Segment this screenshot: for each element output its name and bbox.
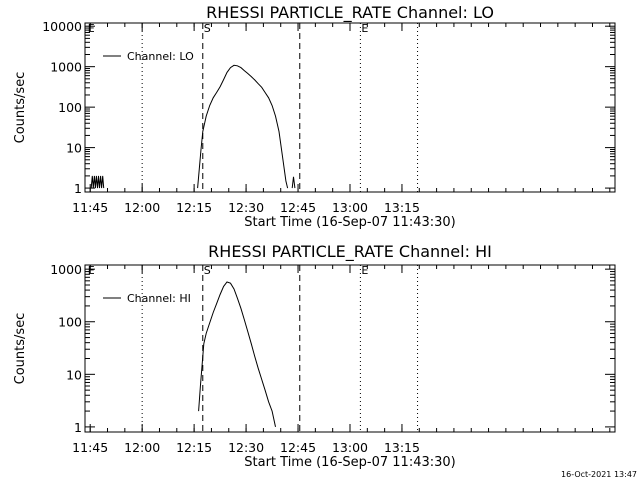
interval-marker-label: E [88,264,95,277]
series-line-segment [198,281,276,428]
interval-marker-label: E [361,22,368,35]
x-tick-label: 12:45 [280,200,316,215]
x-tick-label: 13:15 [384,200,420,215]
chart-panel-1: RHESSI PARTICLE_RATE Channel: LO 11:45 12:… [13,3,616,230]
chart-title: RHESSI PARTICLE_RATE Channel: HI [208,242,492,262]
chart-panel-2: RHESSI PARTICLE_RATE Channel: HI 11:45 12:… [13,242,616,470]
series-line-segment [291,176,296,189]
interval-marker-label: E [361,264,368,277]
y-axis-label: Counts/sec [13,72,28,144]
interval-marker-label: S [204,22,211,35]
chart-title: RHESSI PARTICLE_RATE Channel: LO [206,3,494,23]
x-axis-label: Start Time (16-Sep-07 11:43:30) [244,455,455,470]
x-tick-label: 12:45 [280,440,316,455]
x-tick-label: 12:00 [124,200,160,215]
y-tick-label: 1000 [50,60,82,75]
x-axis-label: Start Time (16-Sep-07 11:43:30) [244,215,455,230]
timestamp: 16-Oct-2021 13:47 [561,470,637,479]
series-line-segment [197,64,289,189]
x-tick-label: 12:15 [176,440,212,455]
y-tick-label: 10000 [42,19,82,34]
y-tick-label: 1000 [50,262,82,277]
legend-label: Channel: HI [127,292,191,305]
x-tick-label: 13:15 [384,440,420,455]
interval-marker-label: S [204,264,211,277]
y-tick-label: 10 [66,367,82,382]
y-tick-label: 100 [58,315,82,330]
x-tick-label: 13:00 [332,440,368,455]
x-tick-label: 11:45 [72,200,108,215]
x-tick-label: 12:00 [124,440,160,455]
y-tick-label: 1 [74,181,82,196]
x-tick-label: 13:00 [332,200,368,215]
y-tick-label: 10 [66,141,82,156]
series-line-segment [90,175,105,189]
y-axis-label: Counts/sec [13,313,28,385]
legend-label: Channel: LO [127,50,194,63]
x-tick-label: 11:45 [72,440,108,455]
interval-marker-label: E [88,22,95,35]
y-tick-label: 100 [58,100,82,115]
x-tick-label: 12:15 [176,200,212,215]
x-tick-label: 12:30 [228,440,264,455]
x-tick-label: 12:30 [228,200,264,215]
y-tick-label: 1 [74,420,82,435]
